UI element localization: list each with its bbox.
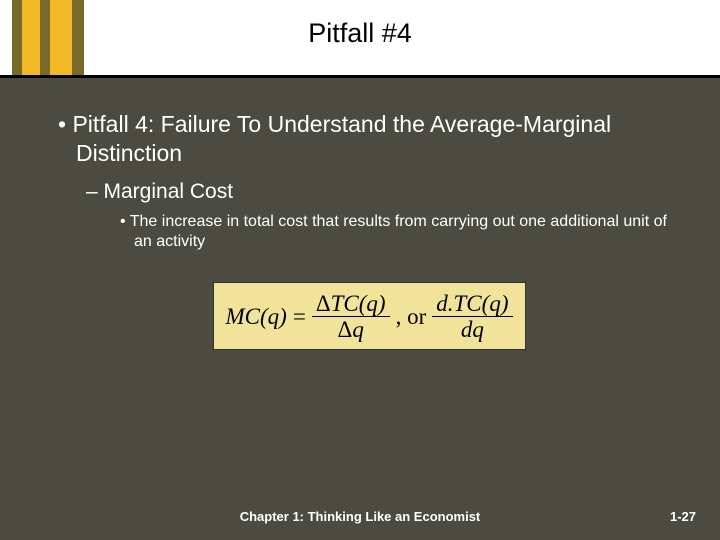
- formula-separator: , or: [396, 304, 427, 330]
- equals-sign: =: [293, 304, 306, 330]
- page-number: 1-27: [670, 509, 696, 524]
- fraction-denominator: dq: [457, 317, 488, 342]
- formula-lhs: MC(q): [226, 304, 287, 330]
- header-rule: [0, 75, 720, 78]
- fraction-denominator: Δq: [334, 317, 368, 342]
- fraction-numerator: ΔTC(q): [312, 291, 390, 316]
- slide-body: • Pitfall 4: Failure To Understand the A…: [58, 110, 680, 350]
- slide-header: Pitfall #4: [0, 0, 720, 75]
- slide-title: Pitfall #4: [0, 18, 720, 49]
- bullet-level-3: • The increase in total cost that result…: [120, 212, 680, 252]
- footer-chapter: Chapter 1: Thinking Like an Economist: [0, 509, 720, 524]
- formula-container: MC(q) = ΔTC(q) Δq , or d.TC(q) dq: [58, 282, 680, 350]
- fraction-numerator: d.TC(q): [432, 291, 512, 316]
- bullet-level-2: – Marginal Cost: [86, 180, 680, 204]
- fraction-1: ΔTC(q) Δq: [312, 291, 390, 343]
- fraction-2: d.TC(q) dq: [432, 291, 512, 343]
- formula-box: MC(q) = ΔTC(q) Δq , or d.TC(q) dq: [213, 282, 526, 350]
- bullet-level-1: • Pitfall 4: Failure To Understand the A…: [58, 110, 680, 168]
